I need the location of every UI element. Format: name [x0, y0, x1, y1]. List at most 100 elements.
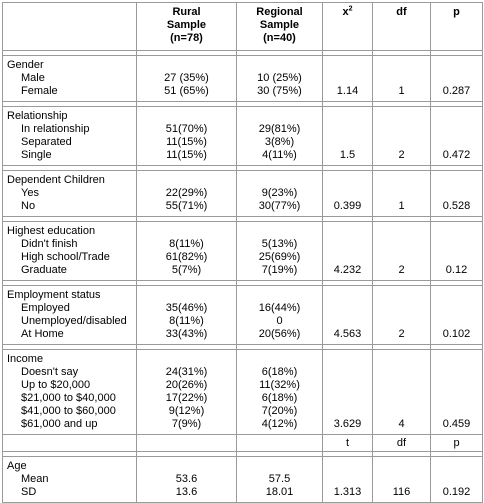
df: 4: [398, 418, 405, 430]
p-value: 0.192: [442, 486, 471, 498]
rural-value: 8(11%): [169, 238, 204, 250]
blank-line: [141, 225, 232, 238]
rural-value: 7(9%): [171, 418, 202, 430]
header-p: p: [430, 2, 483, 51]
rural-value: 33(43%): [165, 328, 208, 340]
regional-value: 9(23%): [261, 187, 298, 199]
row-label: Unemployed/disabled: [21, 315, 127, 327]
blank-line: [141, 353, 232, 366]
row-label: Mean: [21, 473, 49, 485]
rural-cell: 27 (35%) 51 (65%): [136, 55, 237, 102]
p-value-cell: 0.287: [430, 55, 483, 102]
rural-cell: 51(70%) 11(15%) 11(15%): [136, 106, 237, 166]
header-chi-symbol: x: [342, 6, 349, 18]
regional-value: 4(12%): [261, 418, 298, 430]
df: 1: [398, 85, 405, 97]
test-statistic-cell: 1.5: [322, 106, 373, 166]
row-label: $21,000 to $40,000: [21, 392, 116, 404]
p-value-cell: 0.102: [430, 285, 483, 345]
blank-line: [141, 460, 232, 473]
test-statistic: 1.5: [339, 149, 356, 161]
regional-value: 7(19%): [261, 264, 298, 276]
group-title: Employment status: [7, 289, 101, 301]
regional-value: 10 (25%): [257, 72, 302, 84]
header-regional-line1: Regional: [256, 6, 303, 18]
rural-cell: 8(11%) 61(82%) 5(7%): [136, 221, 237, 281]
regional-value: 57.5: [268, 473, 291, 485]
ttest-subheader-row: t df p: [2, 434, 483, 452]
rural-value: 11(15%): [166, 149, 207, 161]
rural-value: 20(26%): [165, 379, 208, 391]
p-value-cell: 0.459: [430, 349, 483, 435]
test-statistic-cell: 4.232: [322, 221, 373, 281]
rural-value: 8(11%): [169, 315, 204, 327]
regional-value: 6(18%): [261, 392, 298, 404]
p-value-cell: 0.192: [430, 456, 483, 503]
regional-value: 16(44%): [258, 302, 301, 314]
header-rural-line2: Sample: [166, 19, 207, 31]
df-cell: 116: [372, 456, 431, 503]
group-label-cell: Dependent Children Yes No: [2, 170, 137, 217]
rural-cell: 53.6 13.6: [136, 456, 237, 503]
group-row: Age Mean SD 53.6 13.6 57.5 18.01 1.313 116 0.192: [2, 456, 483, 503]
regional-value: 20(56%): [258, 328, 301, 340]
df-cell: 1: [372, 55, 431, 102]
row-label: Up to $20,000: [21, 379, 91, 391]
test-statistic: 3.629: [333, 418, 362, 430]
header-rural-line3: (n=78): [170, 32, 203, 44]
regional-value: 4(11%): [262, 149, 297, 161]
header-rural: Rural Sample (n=78): [136, 2, 237, 51]
group-title: Gender: [7, 59, 44, 71]
df-cell: 2: [372, 221, 431, 281]
test-statistic: 4.563: [333, 328, 362, 340]
row-label: Didn't finish: [21, 238, 78, 250]
regional-cell: 5(13%) 25(69%) 7(19%): [236, 221, 323, 281]
regional-value: 30 (75%): [257, 85, 302, 97]
test-statistic-cell: 0.399: [322, 170, 373, 217]
regional-value: 11(32%): [259, 379, 300, 391]
df-cell: 2: [372, 285, 431, 345]
subheader-empty-cell: [236, 434, 323, 452]
rural-cell: 22(29%) 55(71%): [136, 170, 237, 217]
row-label: $41,000 to $60,000: [21, 405, 116, 417]
rural-cell: 35(46%) 8(11%) 33(43%): [136, 285, 237, 345]
group-row: Gender Male Female 27 (35%) 51 (65%) 10 (25%)…: [2, 55, 483, 102]
blank-line: [241, 110, 318, 123]
test-statistic: 1.313: [333, 486, 362, 498]
row-label: Graduate: [21, 264, 67, 276]
row-label: Male: [21, 72, 45, 84]
regional-cell: 57.5 18.01: [236, 456, 323, 503]
regional-value: 30(77%): [258, 200, 301, 212]
group-label-cell: Age Mean SD: [2, 456, 137, 503]
row-label: Separated: [21, 136, 72, 148]
blank-line: [241, 59, 318, 72]
row-label: $61,000 and up: [21, 418, 98, 430]
row-label: Female: [21, 85, 58, 97]
group-label-cell: Relationship In relationship Separated Sing…: [2, 106, 137, 166]
p-value-cell: 0.528: [430, 170, 483, 217]
regional-cell: 16(44%) 0 20(56%): [236, 285, 323, 345]
regional-value: 3(8%): [264, 136, 295, 148]
header-chi-square: x2: [322, 2, 373, 51]
test-statistic-cell: 1.313: [322, 456, 373, 503]
regional-cell: 29(81%) 3(8%) 4(11%): [236, 106, 323, 166]
header-regional: Regional Sample (n=40): [236, 2, 323, 51]
regional-value: 18.01: [265, 486, 294, 498]
rural-value: 17(22%): [165, 392, 208, 404]
df: 2: [398, 149, 405, 161]
row-label: Doesn't say: [21, 366, 79, 378]
header-df: df: [372, 2, 431, 51]
blank-line: [141, 174, 232, 187]
df-cell: 4: [372, 349, 431, 435]
group-title: Highest education: [7, 225, 96, 237]
group-title: Age: [7, 460, 27, 472]
rural-value: 13.6: [175, 486, 198, 498]
group-row: Highest education Didn't finish High schoo…: [2, 221, 483, 281]
blank-line: [141, 110, 232, 123]
rural-value: 24(31%): [165, 366, 208, 378]
subheader-t: t: [322, 434, 373, 452]
group-title: Income: [7, 353, 44, 365]
regional-cell: 6(18%) 11(32%) 6(18%) 7(20%) 4(12%): [236, 349, 323, 435]
p-value-cell: 0.12: [430, 221, 483, 281]
